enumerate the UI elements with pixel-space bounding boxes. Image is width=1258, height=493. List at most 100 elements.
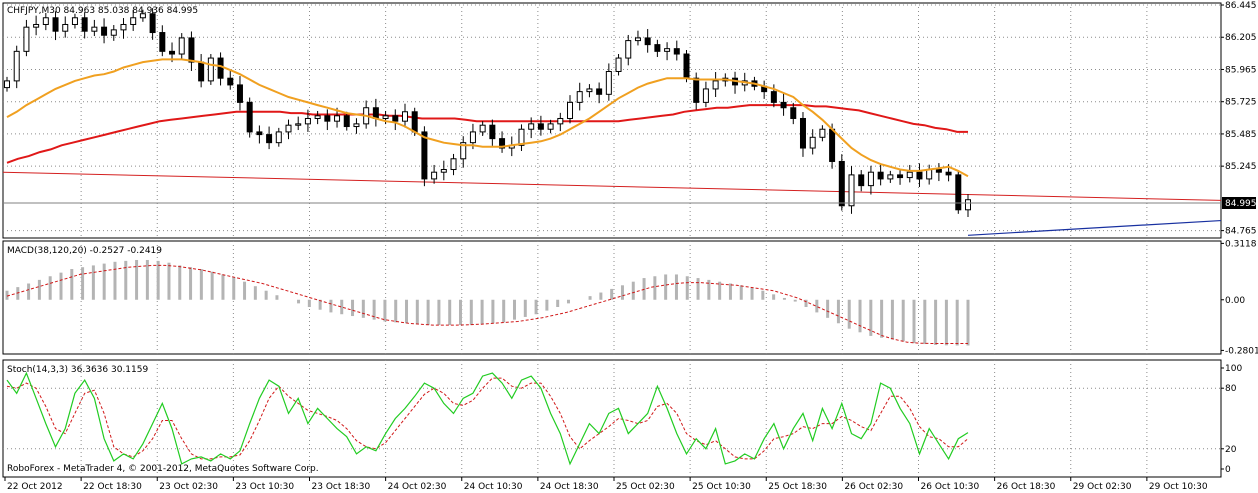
stoch-main-path bbox=[6, 371, 969, 466]
candle bbox=[4, 76, 10, 92]
candle bbox=[867, 165, 874, 195]
candle-body bbox=[13, 50, 20, 82]
candle bbox=[605, 63, 612, 101]
time-tick-label: 22 Oct 2012 bbox=[7, 482, 63, 492]
candle bbox=[440, 160, 447, 181]
copyright-text: RoboForex - MetaTrader 4, © 2001-2012, M… bbox=[7, 464, 319, 474]
candle-body bbox=[955, 174, 962, 211]
candle bbox=[392, 109, 399, 131]
candle-body bbox=[799, 117, 806, 149]
candle bbox=[295, 116, 302, 131]
candle-body bbox=[712, 80, 719, 90]
candle-body bbox=[644, 37, 651, 46]
candle-body bbox=[926, 169, 933, 180]
candle bbox=[81, 12, 88, 39]
candle-body bbox=[334, 115, 341, 122]
candle bbox=[139, 9, 146, 22]
candle-body bbox=[52, 17, 59, 32]
candle-body bbox=[906, 171, 913, 179]
candle-body bbox=[683, 53, 690, 79]
candle bbox=[401, 103, 408, 128]
macd-tick-label: -0.2801 bbox=[1225, 346, 1258, 356]
stoch-pane bbox=[2, 359, 1222, 478]
candle bbox=[567, 95, 574, 124]
candle-body bbox=[101, 26, 108, 36]
candle bbox=[266, 126, 273, 150]
candle-body bbox=[809, 136, 816, 149]
candle bbox=[130, 9, 137, 31]
candle bbox=[71, 13, 78, 29]
candle bbox=[625, 34, 632, 66]
candle-body bbox=[770, 91, 777, 103]
candle-body bbox=[673, 48, 680, 55]
candle-body bbox=[392, 115, 399, 122]
candle-body bbox=[159, 32, 166, 52]
candle bbox=[712, 72, 719, 97]
candle bbox=[654, 39, 661, 57]
time-tick-label: 24 Oct 10:30 bbox=[464, 482, 523, 492]
time-tick-label: 26 Oct 02:30 bbox=[844, 482, 903, 492]
candle bbox=[499, 131, 506, 153]
candle-body bbox=[324, 115, 331, 122]
macd-tick-label: 0.00 bbox=[1225, 296, 1245, 306]
candle bbox=[489, 119, 496, 146]
time-axis: 22 Oct 2012 22 Oct 18:30 23 Oct 02:30 23 Oc… bbox=[4, 477, 1208, 492]
candle-body bbox=[867, 171, 874, 187]
stoch-title: Stoch(14,3,3) 36.3636 30.1159 bbox=[7, 365, 148, 375]
candle-body bbox=[664, 48, 671, 52]
macd-title: MACD(38,120,20) -0.2527 -0.2419 bbox=[7, 246, 162, 256]
candle bbox=[479, 121, 486, 136]
candle bbox=[33, 15, 40, 36]
candle-body bbox=[91, 26, 98, 32]
ma-fast-line bbox=[6, 58, 969, 178]
price-tick-label: 84.765 bbox=[1225, 227, 1257, 237]
candle-body bbox=[848, 174, 855, 207]
candle-body bbox=[547, 123, 554, 130]
symbol-title: CHFJPY,M30 84.963 85.038 84.936 84.995 bbox=[7, 6, 198, 16]
candle-body bbox=[42, 17, 49, 25]
candle bbox=[256, 125, 263, 144]
trendline bbox=[967, 219, 1222, 236]
candle bbox=[236, 76, 243, 111]
time-tick-label: 22 Oct 18:30 bbox=[83, 482, 142, 492]
candle-body bbox=[945, 171, 952, 176]
candle-body bbox=[372, 107, 379, 119]
candle-body bbox=[275, 131, 282, 144]
candle bbox=[285, 119, 292, 140]
candle-body bbox=[537, 123, 544, 130]
candle-body bbox=[198, 61, 205, 82]
candle bbox=[790, 102, 797, 125]
candle-body bbox=[576, 91, 583, 103]
candle-body bbox=[557, 117, 564, 125]
candle-body bbox=[217, 57, 224, 79]
candle bbox=[246, 97, 253, 138]
candles bbox=[4, 8, 971, 218]
candle bbox=[460, 136, 467, 168]
candle bbox=[13, 45, 20, 89]
candle-body bbox=[139, 13, 146, 19]
stoch-signal-path bbox=[6, 377, 969, 460]
candle bbox=[702, 81, 709, 108]
current-price-tag bbox=[1222, 197, 1256, 209]
macd-axis: 0.3118 0.00 -0.2801 bbox=[1221, 239, 1258, 356]
candle-body bbox=[314, 115, 321, 119]
candle-body bbox=[421, 131, 428, 180]
stoch-tick-label: 80 bbox=[1225, 384, 1237, 394]
candle-body bbox=[469, 131, 476, 144]
candle bbox=[314, 110, 321, 125]
candle bbox=[576, 82, 583, 111]
stoch-main-line bbox=[6, 371, 969, 466]
candle bbox=[353, 118, 360, 134]
candle-body bbox=[411, 111, 418, 133]
candle-body bbox=[120, 23, 127, 31]
candle-body bbox=[499, 138, 506, 149]
candle bbox=[935, 163, 942, 182]
candle bbox=[615, 54, 622, 76]
time-tick-label: 25 Oct 18:30 bbox=[768, 482, 827, 492]
time-tick-label: 24 Oct 02:30 bbox=[388, 482, 447, 492]
candle bbox=[557, 112, 564, 132]
candle bbox=[120, 18, 127, 39]
candle bbox=[819, 125, 826, 142]
candle-body bbox=[489, 124, 496, 140]
candle-body bbox=[130, 17, 137, 25]
